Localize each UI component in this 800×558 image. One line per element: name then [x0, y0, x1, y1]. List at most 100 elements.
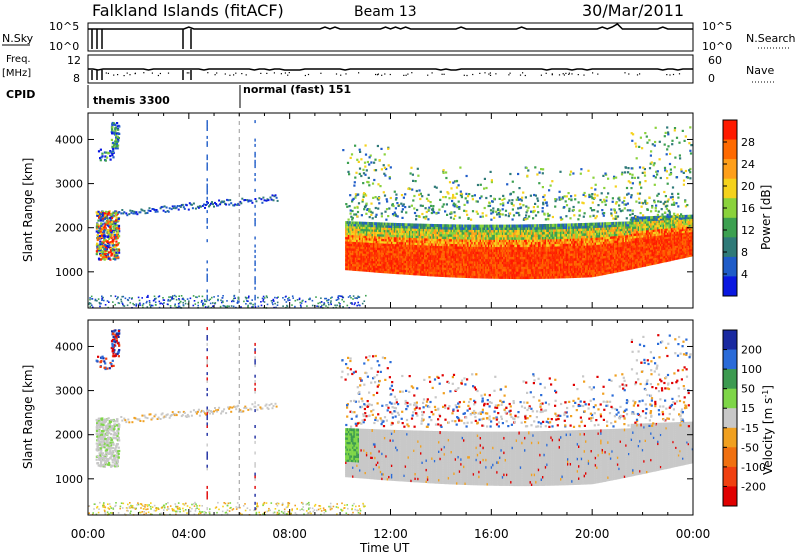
heatmap-cell [602, 222, 604, 225]
heatmap-cell [466, 225, 468, 228]
heatmap-cell [518, 225, 520, 228]
heatmap-cell [632, 217, 634, 220]
heatmap-cell [607, 222, 609, 225]
heatmap-cell [435, 224, 437, 227]
nave-dot [106, 72, 107, 73]
heatmap-cell [534, 224, 536, 227]
heatmap-cell [385, 223, 387, 226]
nave-tick-low: 0 [708, 72, 715, 85]
heatmap-cell [456, 224, 458, 227]
nave-dot [188, 72, 189, 73]
heatmap-cell [564, 224, 566, 227]
nave-dot [216, 72, 217, 73]
heatmap-cell [489, 225, 491, 228]
heatmap-cell [600, 222, 602, 225]
nave-dot [305, 75, 306, 76]
nave-dot [281, 73, 282, 74]
heatmap-cell [391, 223, 393, 226]
nave-dot [569, 73, 570, 74]
heatmap-cell [473, 225, 475, 228]
heatmap-cell [345, 221, 347, 224]
nsearch-label: N.Search [746, 32, 796, 45]
heatmap-cell [610, 222, 612, 225]
heatmap-cell [550, 224, 552, 227]
heatmap-cell [433, 224, 435, 227]
nave-dot [568, 74, 569, 75]
heatmap-cell [606, 222, 608, 225]
nave-dot [552, 73, 553, 74]
heatmap-cell [584, 223, 586, 226]
heatmap-cell [502, 225, 504, 228]
nave-dot [490, 75, 491, 76]
heatmap-cell [356, 222, 358, 225]
heatmap-cell [524, 224, 526, 227]
heatmap-cell [505, 225, 507, 228]
heatmap-cell [500, 225, 502, 228]
nave-dot [624, 72, 625, 73]
heatmap-cell [611, 222, 613, 225]
nave-dot [135, 73, 136, 74]
heatmap-cell [419, 224, 421, 227]
nave-dot [639, 73, 640, 74]
heatmap-cell [528, 224, 530, 227]
nave-dot [113, 75, 114, 76]
heatmap-cell [367, 222, 369, 225]
heatmap-cell [535, 224, 537, 227]
heatmap-cell [366, 222, 368, 225]
nave-dot [520, 75, 521, 76]
heatmap-cell [421, 224, 423, 227]
nave-dot [375, 74, 376, 75]
heatmap-cell [353, 221, 355, 224]
nsky-strip: N.Sky 10^5 10^0 10^5 10^0 N.Search [2, 20, 796, 53]
heatmap-cell [387, 223, 389, 226]
nave-dot [559, 74, 560, 75]
heatmap-cell [360, 222, 362, 225]
nave-dot [124, 75, 125, 76]
nave-dot [565, 73, 566, 74]
heatmap-cell [448, 224, 450, 227]
heatmap-cell [478, 225, 480, 228]
nave-dot [274, 72, 275, 73]
nave-dot [336, 73, 337, 74]
nave-dot [484, 72, 485, 73]
heatmap-cell [560, 224, 562, 227]
heatmap-cell [474, 225, 476, 228]
heatmap-cell [593, 223, 595, 226]
heatmap-cell [439, 224, 441, 227]
heatmap-cell [492, 225, 494, 228]
heatmap-cell [396, 223, 398, 226]
heatmap-cell [392, 223, 394, 226]
heatmap-cell [378, 222, 380, 225]
heatmap-cell [603, 222, 605, 225]
heatmap-cell [363, 222, 365, 225]
heatmap-cell [469, 225, 471, 228]
nave-dot [152, 73, 153, 74]
heatmap-cell [553, 224, 555, 227]
heatmap-cell [647, 216, 649, 219]
heatmap-cell [538, 224, 540, 227]
heatmap-cell [624, 222, 626, 225]
heatmap-cell [453, 224, 455, 227]
heatmap-cell [399, 223, 401, 226]
heatmap-cell [459, 224, 461, 227]
heatmap-cell [563, 224, 565, 227]
heatmap-cell [395, 223, 397, 226]
heatmap-cell [351, 221, 353, 224]
nave-dot [381, 75, 382, 76]
heatmap-cell [627, 221, 629, 224]
heatmap-cell [457, 224, 459, 227]
nave-dot [345, 73, 346, 74]
nave-dot [564, 74, 565, 75]
heatmap-cell [384, 223, 386, 226]
cpid-mode-themis: themis 3300 [93, 94, 170, 107]
heatmap-cell [481, 225, 483, 228]
heatmap-cell [542, 224, 544, 227]
heatmap-cell [581, 223, 583, 226]
heatmap-cell [417, 224, 419, 227]
heatmap-cell [556, 224, 558, 227]
heatmap-cell [645, 216, 647, 219]
nave-dot [466, 75, 467, 76]
heatmap-cell [487, 225, 489, 228]
heatmap-cell [578, 223, 580, 226]
heatmap-cell [494, 225, 496, 228]
